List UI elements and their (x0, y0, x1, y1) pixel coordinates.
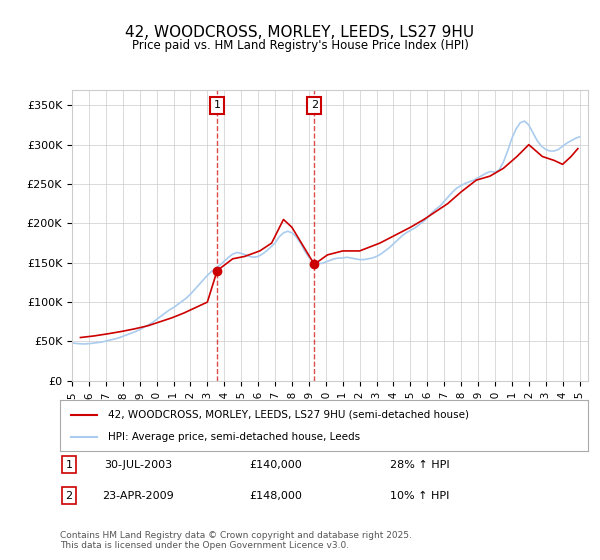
Text: 28% ↑ HPI: 28% ↑ HPI (390, 460, 450, 470)
Text: 42, WOODCROSS, MORLEY, LEEDS, LS27 9HU (semi-detached house): 42, WOODCROSS, MORLEY, LEEDS, LS27 9HU (… (107, 409, 469, 419)
Text: Price paid vs. HM Land Registry's House Price Index (HPI): Price paid vs. HM Land Registry's House … (131, 39, 469, 52)
Text: Contains HM Land Registry data © Crown copyright and database right 2025.
This d: Contains HM Land Registry data © Crown c… (60, 530, 412, 550)
Text: 1: 1 (214, 100, 221, 110)
Text: 2: 2 (311, 100, 318, 110)
Text: 1: 1 (65, 460, 73, 470)
Text: 10% ↑ HPI: 10% ↑ HPI (391, 491, 449, 501)
Text: 42, WOODCROSS, MORLEY, LEEDS, LS27 9HU: 42, WOODCROSS, MORLEY, LEEDS, LS27 9HU (125, 25, 475, 40)
Text: 23-APR-2009: 23-APR-2009 (102, 491, 174, 501)
Text: £140,000: £140,000 (250, 460, 302, 470)
Text: 2: 2 (65, 491, 73, 501)
Text: HPI: Average price, semi-detached house, Leeds: HPI: Average price, semi-detached house,… (107, 432, 359, 442)
Text: 30-JUL-2003: 30-JUL-2003 (104, 460, 172, 470)
Text: £148,000: £148,000 (250, 491, 302, 501)
